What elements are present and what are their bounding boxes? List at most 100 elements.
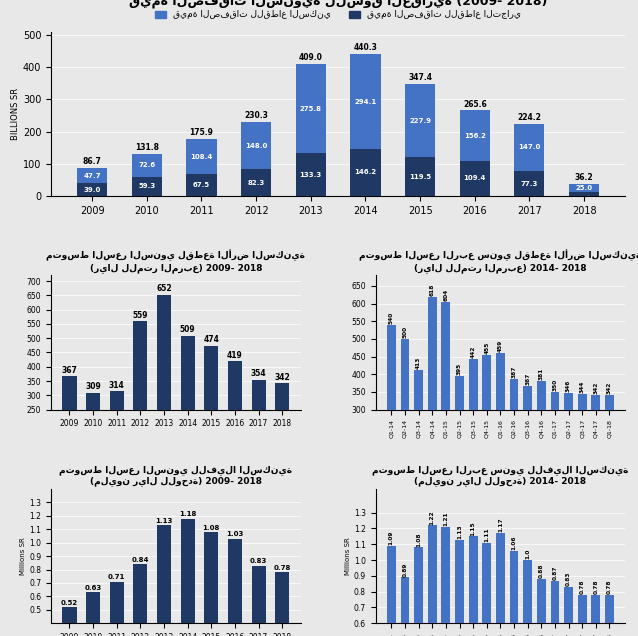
- Bar: [204, 532, 218, 636]
- Bar: [251, 565, 265, 636]
- Text: 72.6: 72.6: [138, 162, 156, 168]
- Text: 500: 500: [403, 326, 408, 338]
- Bar: [428, 525, 436, 636]
- Text: 119.5: 119.5: [409, 174, 431, 180]
- Bar: [523, 560, 532, 636]
- Bar: [569, 184, 599, 192]
- Text: 350: 350: [553, 378, 558, 391]
- Text: 36.2: 36.2: [575, 174, 593, 183]
- Text: 227.9: 227.9: [409, 118, 431, 124]
- Bar: [77, 183, 107, 196]
- Bar: [350, 149, 380, 196]
- Text: 294.1: 294.1: [354, 99, 376, 104]
- Bar: [186, 139, 216, 174]
- Bar: [441, 527, 450, 636]
- Text: 0.71: 0.71: [108, 574, 126, 580]
- Text: 474: 474: [204, 335, 219, 344]
- Text: 442: 442: [471, 346, 476, 358]
- Text: 0.83: 0.83: [250, 558, 267, 564]
- Bar: [569, 192, 599, 196]
- Text: 82.3: 82.3: [248, 180, 265, 186]
- Text: 309: 309: [85, 382, 101, 391]
- Bar: [401, 577, 410, 636]
- Text: 0.63: 0.63: [84, 585, 101, 591]
- Text: 1.08: 1.08: [203, 525, 220, 530]
- Text: 387: 387: [512, 366, 517, 378]
- Text: 354: 354: [251, 370, 267, 378]
- Text: 0.84: 0.84: [131, 557, 149, 563]
- Bar: [428, 297, 436, 516]
- Bar: [510, 379, 519, 516]
- Bar: [157, 294, 171, 481]
- Bar: [350, 54, 380, 149]
- Text: 77.3: 77.3: [521, 181, 538, 186]
- Bar: [455, 376, 464, 516]
- Text: 652: 652: [156, 284, 172, 293]
- Y-axis label: Millions SR: Millions SR: [345, 537, 351, 575]
- Text: 0.89: 0.89: [403, 562, 408, 577]
- Text: 419: 419: [227, 351, 243, 360]
- Text: 59.3: 59.3: [138, 183, 156, 190]
- Bar: [228, 539, 242, 636]
- Text: 413: 413: [416, 356, 421, 369]
- Y-axis label: BILLIONS SR: BILLIONS SR: [11, 88, 20, 140]
- Bar: [63, 607, 77, 636]
- Bar: [578, 394, 586, 516]
- Bar: [241, 122, 271, 169]
- Bar: [186, 174, 216, 196]
- Text: 1.03: 1.03: [226, 531, 244, 537]
- Text: 1.08: 1.08: [416, 532, 421, 546]
- Bar: [405, 84, 435, 158]
- Text: 175.9: 175.9: [189, 128, 214, 137]
- Bar: [296, 153, 326, 196]
- Bar: [537, 381, 545, 516]
- Text: 409.0: 409.0: [299, 53, 323, 62]
- Text: 367: 367: [525, 373, 530, 385]
- Bar: [86, 592, 100, 636]
- Bar: [181, 336, 195, 481]
- Text: 0.78: 0.78: [274, 565, 291, 571]
- Text: 224.2: 224.2: [517, 113, 542, 122]
- Text: 559: 559: [133, 311, 148, 320]
- Text: 39.0: 39.0: [84, 187, 101, 193]
- Bar: [605, 395, 614, 516]
- Text: 1.22: 1.22: [430, 510, 434, 525]
- Bar: [275, 384, 290, 481]
- Text: 1.13: 1.13: [457, 524, 462, 539]
- Bar: [564, 393, 573, 516]
- Text: 131.8: 131.8: [135, 142, 159, 151]
- Text: 440.3: 440.3: [353, 43, 378, 52]
- Text: 1.09: 1.09: [389, 530, 394, 545]
- Text: 47.7: 47.7: [84, 173, 101, 179]
- Text: 604: 604: [443, 289, 449, 301]
- Bar: [496, 533, 505, 636]
- Text: 342: 342: [274, 373, 290, 382]
- Bar: [591, 595, 600, 636]
- Title: قيمة الصفقات السنوية للسوق العقارية (2009- 2018): قيمة الصفقات السنوية للسوق العقارية (200…: [129, 0, 547, 8]
- Text: 133.3: 133.3: [300, 172, 322, 177]
- Bar: [275, 572, 290, 636]
- Text: 1.17: 1.17: [498, 518, 503, 532]
- Text: 25.0: 25.0: [575, 185, 593, 191]
- Bar: [132, 153, 162, 177]
- Bar: [591, 395, 600, 516]
- Bar: [469, 359, 478, 516]
- Text: 1.0: 1.0: [525, 549, 530, 559]
- Text: 265.6: 265.6: [463, 100, 487, 109]
- Text: 395: 395: [457, 363, 462, 375]
- Bar: [132, 177, 162, 196]
- Bar: [578, 595, 586, 636]
- Bar: [387, 325, 396, 516]
- Text: 618: 618: [430, 284, 434, 296]
- Text: 146.2: 146.2: [354, 169, 376, 176]
- Text: 275.8: 275.8: [300, 106, 322, 112]
- Bar: [441, 302, 450, 516]
- Bar: [181, 518, 195, 636]
- Bar: [537, 579, 545, 636]
- Text: 0.52: 0.52: [61, 600, 78, 606]
- Title: متوسط السعر السنوي لقطعة الأرض السكنية
(ريال للمتر المربع) 2009- 2018: متوسط السعر السنوي لقطعة الأرض السكنية (…: [47, 250, 306, 273]
- Text: 1.11: 1.11: [484, 527, 489, 542]
- Text: 344: 344: [580, 380, 584, 393]
- Text: 346: 346: [566, 380, 571, 392]
- Text: 1.13: 1.13: [156, 518, 173, 524]
